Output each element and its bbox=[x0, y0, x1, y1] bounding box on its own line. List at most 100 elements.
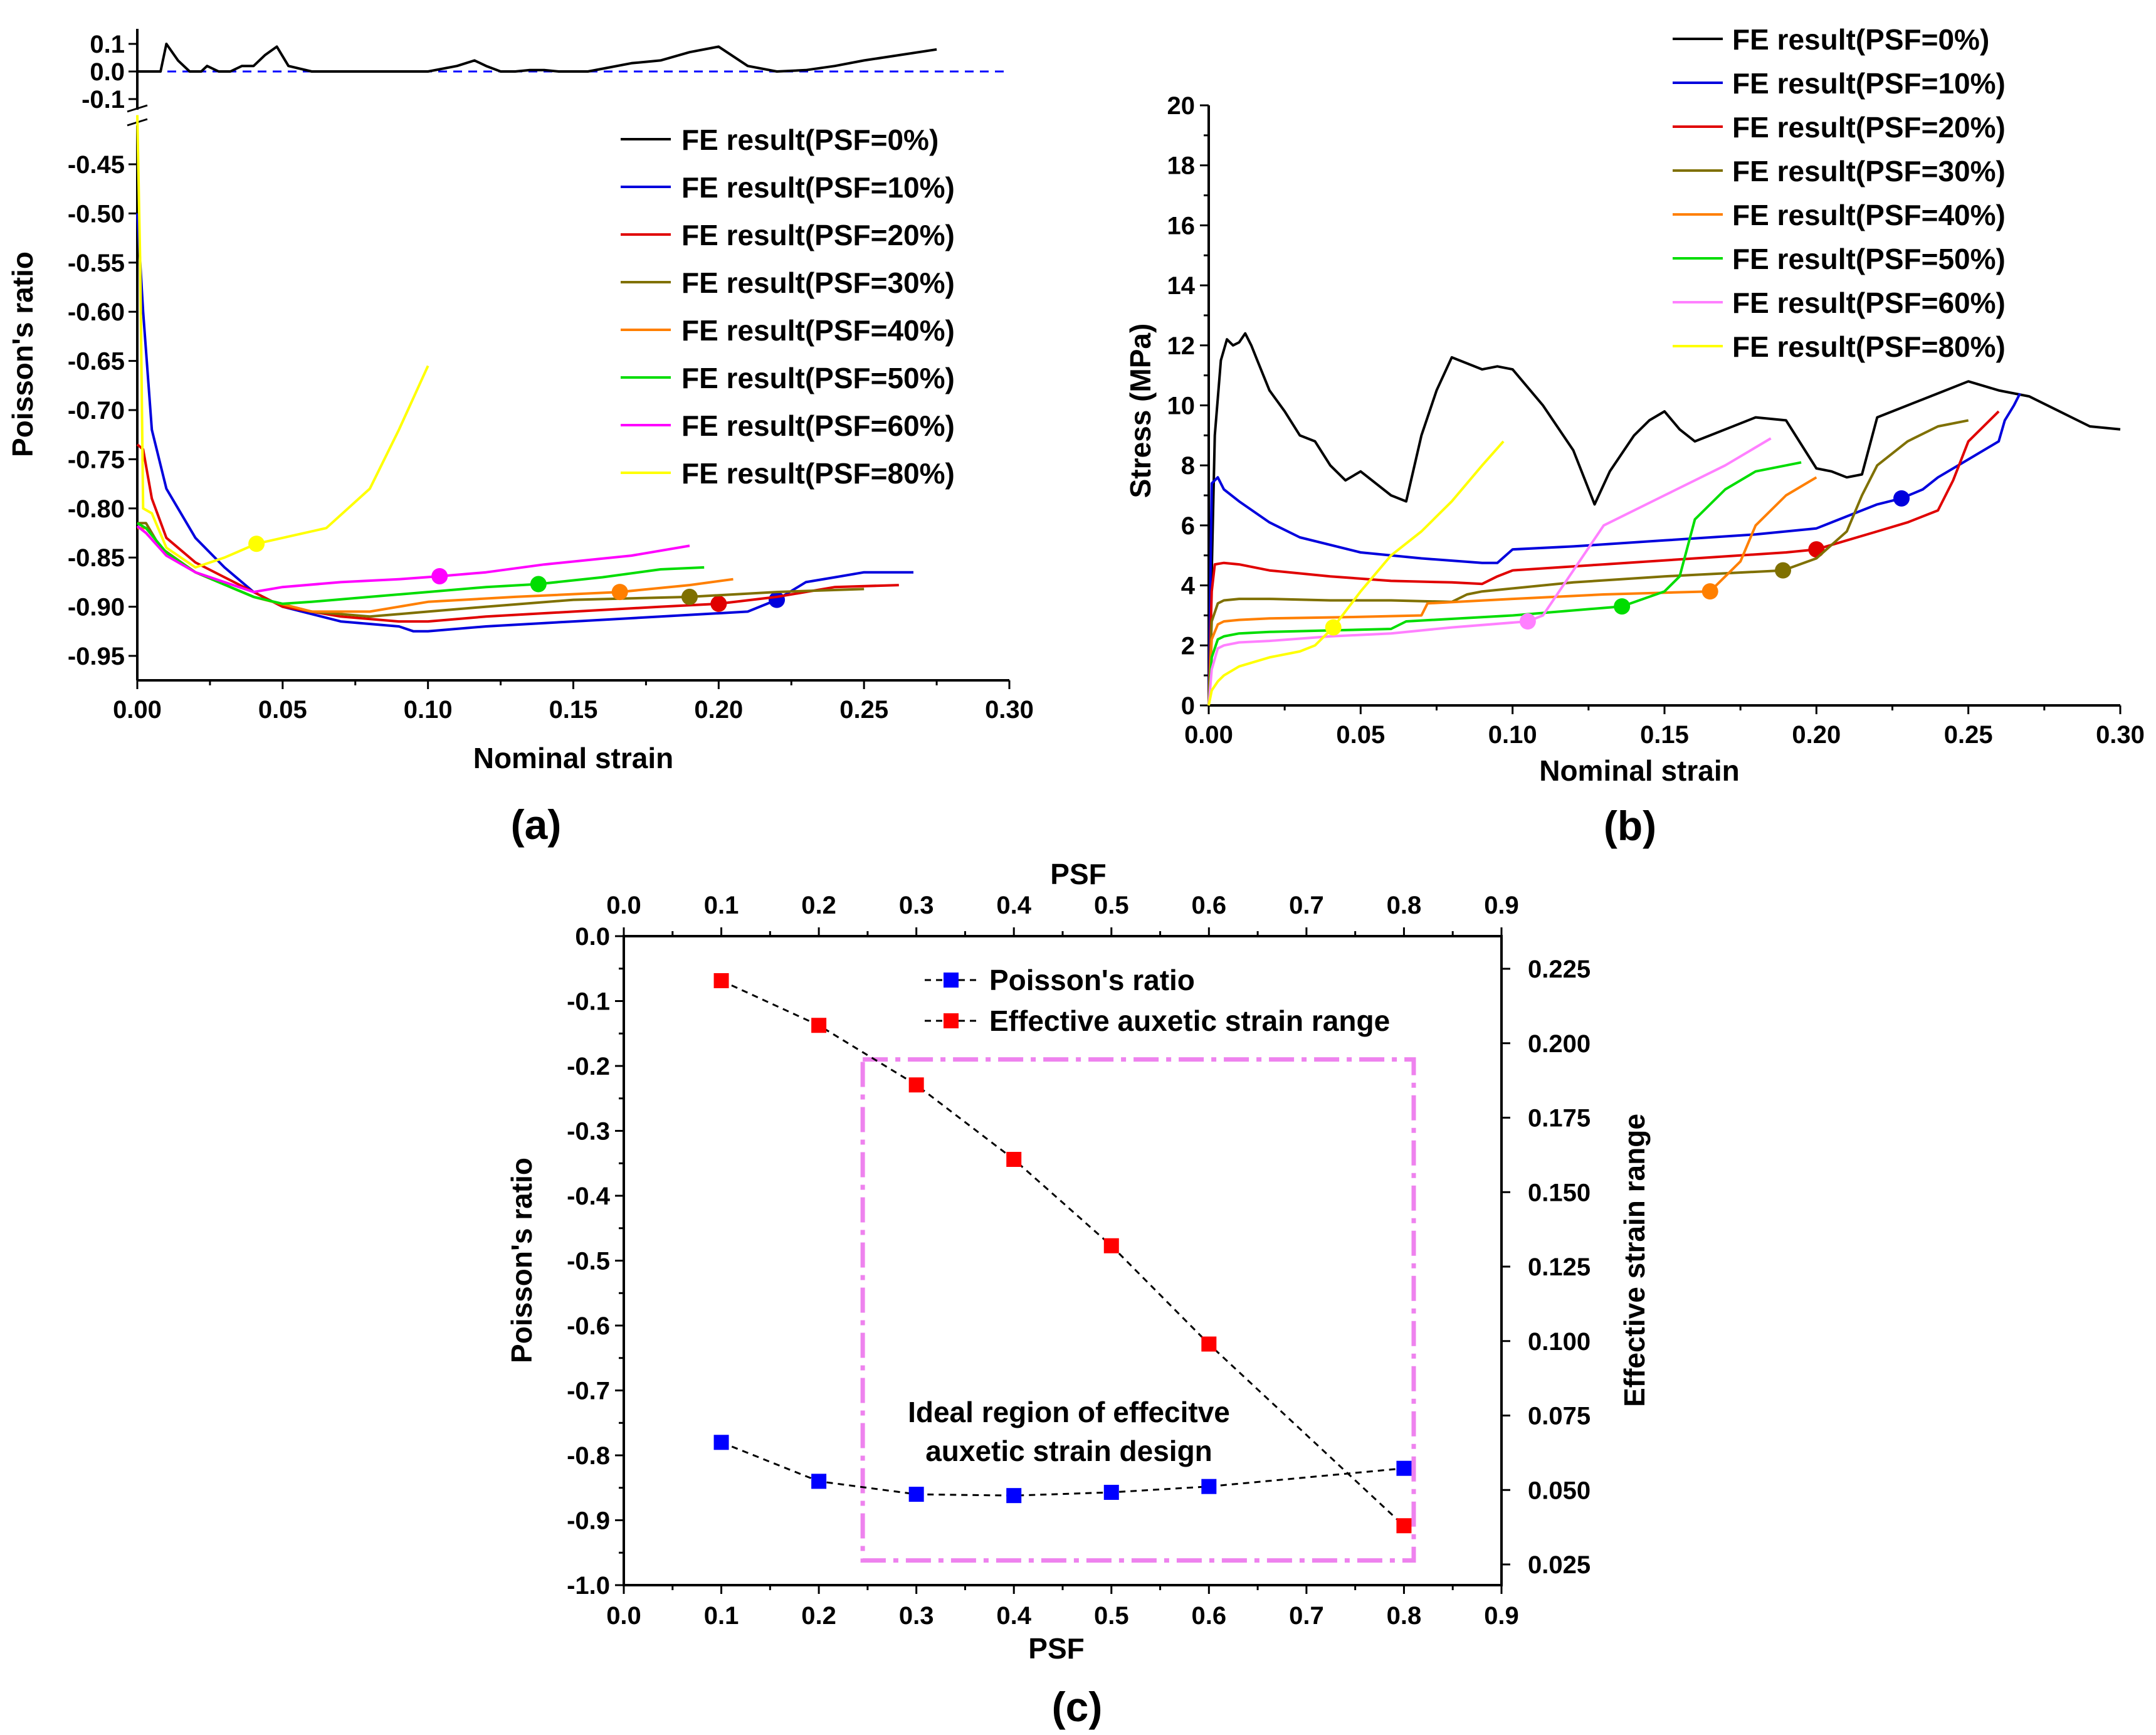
series-5 bbox=[137, 522, 705, 605]
series-line bbox=[136, 115, 429, 569]
y-tick-label: -0.50 bbox=[68, 200, 125, 228]
x-tick-label: 0.10 bbox=[404, 696, 453, 724]
y-tick-label: 8 bbox=[1181, 452, 1195, 480]
legend-label: FE result(PSF=50%) bbox=[1732, 243, 2006, 275]
x2-tick-label: 0.7 bbox=[1289, 892, 1324, 919]
series-line bbox=[1207, 393, 2021, 706]
legend-label: FE result(PSF=10%) bbox=[1732, 67, 2006, 100]
legend-label: FE result(PSF=30%) bbox=[681, 266, 955, 299]
y-tick-label: -1.0 bbox=[567, 1572, 610, 1600]
series-2 bbox=[1207, 410, 2000, 706]
x-tick-label: 0.05 bbox=[1336, 721, 1385, 749]
y2-tick-label: 0.075 bbox=[1528, 1403, 1591, 1430]
x2-tick-label: 0.2 bbox=[801, 892, 836, 919]
x-tick-label: 0.00 bbox=[113, 696, 162, 724]
data-marker bbox=[1396, 1460, 1412, 1476]
y2-tick-label: 0.100 bbox=[1528, 1328, 1591, 1356]
series-7 bbox=[1207, 440, 1505, 706]
x-tick-label: 0.8 bbox=[1387, 1602, 1422, 1630]
y-tick-label: 18 bbox=[1167, 152, 1196, 180]
series-line bbox=[1207, 437, 1772, 706]
series-line bbox=[1207, 410, 2000, 706]
legend-marker bbox=[944, 973, 959, 988]
legend-label: Poisson's ratio bbox=[989, 964, 1195, 996]
y-tick-label: 4 bbox=[1181, 572, 1196, 600]
region-annotation: auxetic strain design bbox=[925, 1435, 1212, 1467]
x-tick-label: 0.7 bbox=[1289, 1602, 1324, 1630]
y-tick-label: -0.1 bbox=[567, 988, 610, 1016]
axis-break-mark bbox=[127, 104, 148, 113]
series-line bbox=[1207, 419, 1969, 706]
y2-axis-title: Effective strain range bbox=[1618, 1114, 1651, 1407]
legend-label: FE result(PSF=10%) bbox=[681, 171, 955, 204]
x2-tick-label: 0.5 bbox=[1094, 892, 1129, 919]
y2-tick-label: 0.225 bbox=[1528, 956, 1591, 983]
data-marker bbox=[713, 973, 729, 988]
y-tick-label: -0.4 bbox=[567, 1183, 611, 1210]
series-poisson bbox=[713, 1435, 1412, 1504]
y-tick-label: 20 bbox=[1167, 92, 1196, 120]
legend-marker bbox=[944, 1013, 959, 1028]
ideal-region-box bbox=[860, 1057, 1416, 1563]
y-tick-label: 0.0 bbox=[90, 58, 125, 86]
series-line bbox=[137, 522, 705, 605]
legend-label: FE result(PSF=60%) bbox=[681, 409, 955, 442]
x-tick-label: 0.20 bbox=[1792, 721, 1841, 749]
y-tick-label: -0.5 bbox=[567, 1248, 610, 1275]
data-marker bbox=[1701, 583, 1718, 600]
x2-tick-label: 0.8 bbox=[1387, 892, 1422, 919]
legend-label: FE result(PSF=50%) bbox=[681, 362, 955, 394]
y-tick-label: 10 bbox=[1167, 393, 1196, 420]
data-marker bbox=[1519, 613, 1536, 630]
data-marker bbox=[1325, 619, 1342, 636]
panel-label: (a) bbox=[511, 801, 562, 848]
data-marker bbox=[908, 1077, 924, 1093]
legend-label: FE result(PSF=80%) bbox=[1732, 330, 2006, 363]
series-line bbox=[1207, 332, 2121, 706]
x-tick-label: 0.20 bbox=[694, 696, 743, 724]
y-tick-label: -0.70 bbox=[68, 397, 125, 425]
x-tick-label: 0.6 bbox=[1192, 1602, 1227, 1630]
y-tick-label: -0.90 bbox=[68, 594, 125, 621]
x2-tick-label: 0.4 bbox=[996, 892, 1031, 919]
series-strain-range bbox=[713, 973, 1412, 1534]
x-tick-label: 0.0 bbox=[606, 1602, 641, 1630]
y-tick-label: -0.7 bbox=[567, 1378, 610, 1405]
y2-tick-label: 0.050 bbox=[1528, 1477, 1591, 1504]
data-marker bbox=[811, 1474, 827, 1489]
series-line bbox=[137, 43, 937, 73]
y-tick-label: -0.55 bbox=[68, 250, 125, 277]
panel-c: 0.0 0.0 0.1 0.1 0.2 0.2 0.3 0.3 0.4 0.4 0.5 0.5 0.6 0… bbox=[505, 858, 1651, 1730]
data-marker bbox=[1103, 1238, 1119, 1253]
data-marker bbox=[681, 588, 698, 605]
y-tick-label: -0.60 bbox=[68, 298, 125, 326]
data-marker bbox=[1775, 562, 1792, 579]
x-tick-label: 0.3 bbox=[899, 1602, 934, 1630]
data-marker bbox=[1006, 1152, 1022, 1167]
data-marker bbox=[908, 1487, 924, 1502]
x-tick-label: 0.9 bbox=[1484, 1602, 1519, 1630]
panel-label: (b) bbox=[1604, 803, 1656, 849]
y-axis-title: Poisson's ratio bbox=[505, 1158, 538, 1363]
y-tick-label: -0.45 bbox=[68, 151, 125, 179]
y-tick-label: 2 bbox=[1181, 632, 1195, 660]
data-marker bbox=[1808, 541, 1825, 558]
x-tick-label: 0.2 bbox=[801, 1602, 836, 1630]
series-line bbox=[136, 213, 913, 633]
y-tick-label: 14 bbox=[1167, 272, 1196, 300]
y-tick-label: 0.1 bbox=[90, 31, 125, 58]
panel-b: 0.00 0.05 0.10 0.15 0.20 0.25 0.30 0 2 4 6 8 10 12 14 1… bbox=[1124, 23, 2145, 849]
data-marker bbox=[1201, 1336, 1217, 1352]
data-marker bbox=[1893, 490, 1910, 507]
data-marker bbox=[1201, 1479, 1217, 1494]
legend-label: FE result(PSF=60%) bbox=[1732, 287, 2006, 319]
x2-tick-label: 0.6 bbox=[1192, 892, 1227, 919]
series-1 bbox=[1207, 393, 2021, 706]
x-tick-label: 0.15 bbox=[1640, 721, 1689, 749]
x-tick-label: 0.00 bbox=[1184, 721, 1233, 749]
data-marker bbox=[769, 591, 786, 608]
y-tick-label: -0.2 bbox=[567, 1053, 610, 1080]
y-tick-label: -0.85 bbox=[68, 544, 125, 572]
y-axis-title: Stress (MPa) bbox=[1124, 324, 1157, 498]
legend-label: FE result(PSF=30%) bbox=[1732, 155, 2006, 187]
